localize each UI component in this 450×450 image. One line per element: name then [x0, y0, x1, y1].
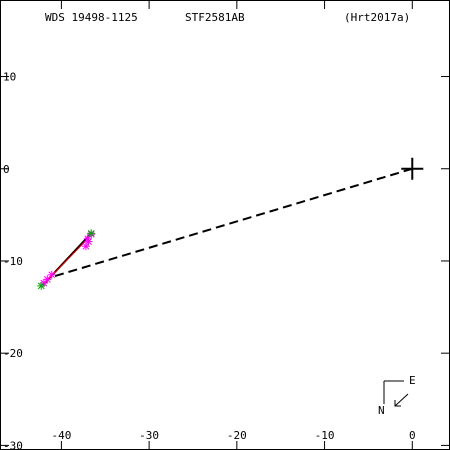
x-tick-label: -10 [315, 429, 335, 442]
y-tick-label: 10 [3, 71, 16, 84]
designation-label: STF2581AB [185, 11, 245, 24]
y-tick-label: -10 [3, 255, 23, 268]
separation-dashed-line [49, 167, 413, 279]
plot-points [37, 229, 96, 290]
y-tick-label: -20 [3, 347, 23, 360]
observation-point [47, 270, 56, 279]
x-tick-label: -20 [227, 429, 247, 442]
y-tick-label: -30 [3, 439, 23, 450]
x-tick-label: -40 [51, 429, 71, 442]
wds-label: WDS 19498-1125 [45, 11, 138, 24]
east-label: E [409, 374, 416, 387]
x-tick-label: -30 [139, 429, 159, 442]
reference-label: (Hrt2017a) [344, 11, 410, 24]
observation-point [87, 229, 96, 238]
observation-point [37, 281, 46, 290]
direction-arrow [394, 393, 409, 407]
compass: E N [378, 374, 416, 417]
x-tick-label: 0 [409, 429, 416, 442]
y-tick-label: 0 [3, 163, 10, 176]
north-label: N [378, 404, 385, 417]
observation-point [84, 237, 93, 246]
arrow-head-icon [394, 400, 401, 407]
